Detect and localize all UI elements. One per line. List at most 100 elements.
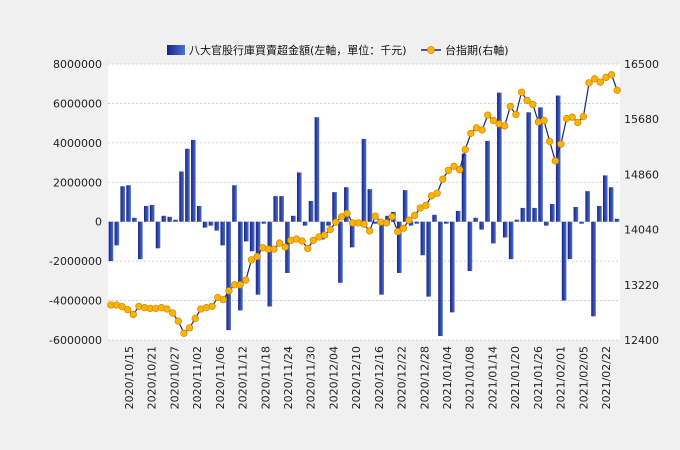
line-point bbox=[275, 239, 284, 247]
line-point bbox=[253, 252, 261, 261]
x-tick-label: 2021/01/20 bbox=[509, 346, 522, 409]
line-point bbox=[489, 116, 498, 125]
bar bbox=[514, 219, 520, 222]
left-tick-label: -4000000 bbox=[49, 295, 102, 308]
bar bbox=[555, 95, 561, 222]
bar bbox=[508, 221, 514, 260]
bar bbox=[326, 221, 331, 226]
bar bbox=[361, 138, 367, 222]
line-point bbox=[281, 243, 289, 251]
legend-line-label: 台指期(右軸) bbox=[445, 43, 509, 57]
line-point bbox=[456, 166, 464, 174]
line-point bbox=[405, 216, 413, 224]
bar bbox=[402, 190, 408, 222]
bar bbox=[597, 205, 602, 222]
bar bbox=[502, 221, 508, 238]
line-point bbox=[613, 86, 621, 94]
line-point bbox=[574, 118, 582, 127]
bar bbox=[114, 221, 120, 246]
x-tick-label: 2020/11/02 bbox=[191, 346, 204, 409]
line-point bbox=[433, 189, 441, 197]
line-point bbox=[124, 306, 132, 314]
x-tick-label: 2021/01/26 bbox=[532, 346, 545, 409]
line-point bbox=[309, 236, 318, 245]
bar bbox=[291, 215, 296, 222]
x-tick-label: 2020/11/12 bbox=[237, 346, 250, 409]
line-point bbox=[444, 166, 453, 175]
legend-bar-label: 八大官股行庫買賣超金額(左軸，單位：千元) bbox=[189, 43, 407, 57]
bar bbox=[373, 221, 379, 224]
bar bbox=[226, 221, 231, 331]
line-point bbox=[371, 212, 379, 220]
left-tick-label: 6000000 bbox=[53, 97, 102, 110]
x-tick-label: 2020/10/21 bbox=[146, 346, 159, 409]
bar bbox=[108, 221, 114, 262]
line-point bbox=[394, 227, 402, 236]
x-axis: 2020/10/15 2020/10/21 2020/10/27 2020/11/02… bbox=[123, 346, 613, 409]
line-point bbox=[461, 145, 469, 154]
bar bbox=[455, 210, 461, 222]
line-point bbox=[236, 281, 244, 289]
line-point bbox=[247, 256, 256, 264]
left-tick-label: -2000000 bbox=[49, 255, 102, 268]
line-point bbox=[591, 75, 599, 83]
bar bbox=[432, 214, 437, 222]
line-point bbox=[208, 302, 216, 310]
bar-series bbox=[108, 92, 620, 337]
right-axis: 16500 15680 14860 14040 13220 12400 bbox=[624, 58, 659, 347]
line-point bbox=[450, 162, 458, 170]
line-point bbox=[467, 129, 475, 137]
line-point bbox=[129, 310, 137, 319]
line-point bbox=[337, 213, 346, 221]
x-tick-label: 2020/12/28 bbox=[418, 346, 431, 409]
x-tick-label: 2021/01/08 bbox=[464, 346, 477, 409]
bar bbox=[120, 186, 126, 222]
bar bbox=[591, 221, 596, 317]
bar bbox=[449, 221, 455, 313]
line-point bbox=[596, 78, 604, 86]
x-tick-label: 2020/11/06 bbox=[214, 346, 227, 409]
bar bbox=[544, 221, 549, 226]
line-point bbox=[540, 116, 548, 125]
line-point bbox=[242, 276, 250, 284]
line-point bbox=[388, 213, 396, 221]
right-tick-label: 12400 bbox=[624, 334, 659, 347]
bar bbox=[332, 192, 337, 222]
bar bbox=[238, 221, 243, 311]
bar bbox=[214, 221, 220, 231]
bar bbox=[185, 148, 190, 222]
line-point bbox=[579, 112, 588, 121]
line-point bbox=[270, 245, 278, 253]
bar bbox=[585, 191, 590, 222]
bar bbox=[497, 92, 502, 222]
bar bbox=[397, 221, 402, 273]
line-point bbox=[529, 100, 537, 109]
bar bbox=[279, 196, 284, 222]
line-point bbox=[174, 317, 182, 325]
line-point bbox=[169, 309, 177, 317]
bar bbox=[314, 117, 320, 222]
line-point bbox=[551, 157, 559, 165]
x-tick-label: 2020/10/27 bbox=[168, 346, 181, 409]
bar bbox=[249, 221, 255, 252]
line-point bbox=[298, 237, 306, 245]
right-tick-label: 13220 bbox=[624, 279, 659, 292]
line-point bbox=[512, 110, 520, 119]
bar bbox=[344, 187, 349, 222]
line-point bbox=[607, 71, 616, 79]
bar bbox=[473, 217, 479, 222]
line-series bbox=[107, 71, 621, 337]
right-tick-label: 16500 bbox=[624, 58, 659, 71]
bar bbox=[191, 139, 196, 222]
left-tick-label: 0 bbox=[95, 216, 102, 229]
bar bbox=[308, 201, 314, 222]
bar bbox=[526, 112, 532, 222]
bar bbox=[273, 196, 279, 222]
bar bbox=[367, 189, 373, 222]
bar bbox=[173, 219, 178, 222]
line-point bbox=[506, 102, 514, 111]
line-point bbox=[191, 314, 199, 323]
line-point bbox=[163, 305, 171, 313]
x-tick-label: 2020/11/30 bbox=[305, 346, 318, 409]
legend-line-marker bbox=[427, 46, 435, 54]
